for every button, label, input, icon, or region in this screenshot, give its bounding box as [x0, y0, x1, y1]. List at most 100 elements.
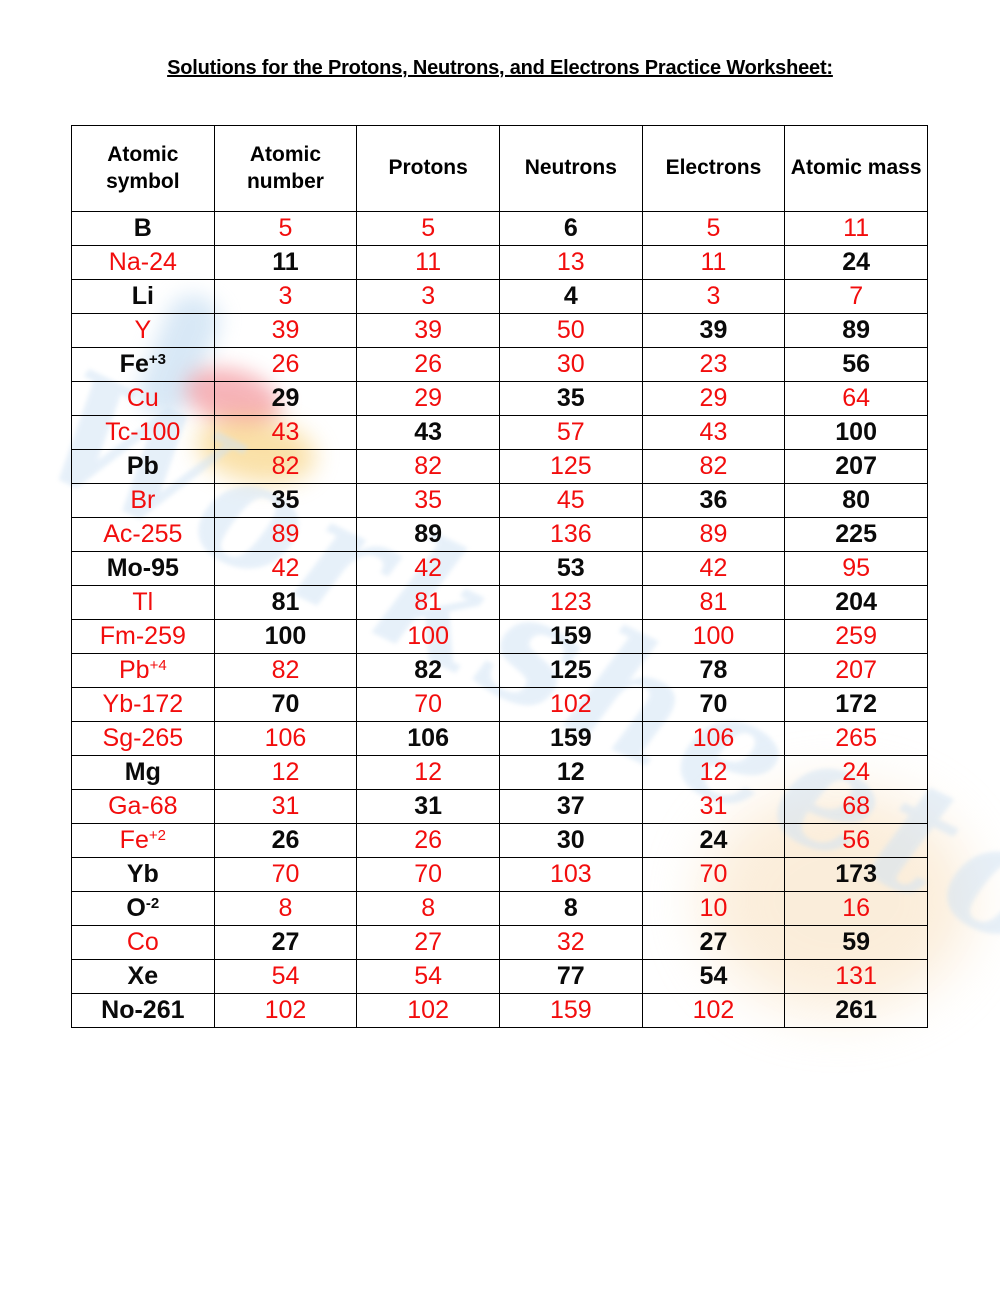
cell-atomic-mass: 173	[784, 857, 928, 892]
table-row: Xe 54 54 77 54 131	[71, 959, 928, 994]
cell-atomic-symbol: Cu	[71, 381, 215, 416]
table-row: Ac-255 89 89 136 89 225	[71, 517, 928, 552]
cell-atomic-mass: 100	[784, 415, 928, 450]
cell-protons: 35	[356, 483, 500, 518]
cell-atomic-number: 27	[213, 925, 358, 960]
cell-neutrons: 125	[498, 653, 643, 688]
cell-protons: 29	[356, 381, 500, 416]
cell-electrons: 36	[641, 483, 786, 518]
cell-atomic-number: 35	[213, 483, 358, 518]
cell-protons: 39	[356, 313, 500, 348]
table-row: Cu 29 29 35 29 64	[71, 381, 928, 416]
cell-protons: 106	[356, 721, 500, 756]
cell-atomic-number: 82	[213, 653, 358, 688]
cell-atomic-symbol: Li	[71, 279, 215, 314]
cell-atomic-symbol: Y	[71, 313, 215, 348]
table-row: Co 27 27 32 27 59	[71, 925, 928, 960]
cell-atomic-symbol: Co	[71, 925, 215, 960]
cell-electrons: 54	[641, 959, 786, 994]
cell-neutrons: 103	[498, 857, 643, 892]
cell-neutrons: 123	[498, 585, 643, 620]
cell-neutrons: 30	[498, 347, 643, 382]
cell-neutrons: 35	[498, 381, 643, 416]
cell-protons: 89	[356, 517, 500, 552]
cell-atomic-mass: 56	[784, 823, 928, 858]
cell-atomic-symbol: Ac-255	[71, 517, 215, 552]
cell-neutrons: 136	[498, 517, 643, 552]
cell-atomic-mass: 11	[784, 211, 928, 246]
cell-electrons: 31	[641, 789, 786, 824]
cell-atomic-number: 39	[213, 313, 358, 348]
table-row: Sg-265 106 106 159 106 265	[71, 721, 928, 756]
cell-atomic-symbol: Fe+2	[71, 823, 215, 858]
cell-neutrons: 77	[498, 959, 643, 994]
cell-electrons: 100	[641, 619, 786, 654]
cell-atomic-symbol: Xe	[71, 959, 215, 994]
cell-atomic-number: 70	[213, 687, 358, 722]
cell-atomic-symbol: Fm-259	[71, 619, 215, 654]
cell-atomic-number: 89	[213, 517, 358, 552]
cell-electrons: 11	[641, 245, 786, 280]
cell-electrons: 102	[641, 993, 786, 1028]
cell-electrons: 78	[641, 653, 786, 688]
col-header-atomic-number: Atomic number	[213, 125, 358, 212]
cell-atomic-number: 54	[213, 959, 358, 994]
cell-neutrons: 12	[498, 755, 643, 790]
solutions-table: Atomic symbol Atomic number Protons Neut…	[71, 125, 928, 1028]
cell-electrons: 27	[641, 925, 786, 960]
cell-atomic-mass: 56	[784, 347, 928, 382]
col-header-atomic-symbol: Atomic symbol	[71, 125, 215, 212]
cell-protons: 82	[356, 449, 500, 484]
cell-protons: 3	[356, 279, 500, 314]
table-row: Mg 12 12 12 12 24	[71, 755, 928, 790]
cell-protons: 81	[356, 585, 500, 620]
cell-neutrons: 50	[498, 313, 643, 348]
cell-atomic-mass: 64	[784, 381, 928, 416]
cell-atomic-mass: 207	[784, 449, 928, 484]
table-row: Y 39 39 50 39 89	[71, 313, 928, 348]
cell-protons: 5	[356, 211, 500, 246]
cell-electrons: 24	[641, 823, 786, 858]
table-row: B 5 5 6 5 11	[71, 211, 928, 246]
cell-protons: 42	[356, 551, 500, 586]
cell-atomic-mass: 204	[784, 585, 928, 620]
cell-protons: 70	[356, 687, 500, 722]
cell-neutrons: 159	[498, 721, 643, 756]
cell-protons: 102	[356, 993, 500, 1028]
table-row: Fe+3 26 26 30 23 56	[71, 347, 928, 382]
col-header-electrons: Electrons	[641, 125, 786, 212]
cell-atomic-number: 5	[213, 211, 358, 246]
cell-atomic-mass: 59	[784, 925, 928, 960]
col-header-neutrons: Neutrons	[498, 125, 643, 212]
cell-neutrons: 102	[498, 687, 643, 722]
cell-electrons: 39	[641, 313, 786, 348]
cell-atomic-number: 3	[213, 279, 358, 314]
cell-neutrons: 57	[498, 415, 643, 450]
cell-atomic-number: 43	[213, 415, 358, 450]
cell-atomic-mass: 261	[784, 993, 928, 1028]
cell-atomic-mass: 207	[784, 653, 928, 688]
table-row: Na-24 11 11 13 11 24	[71, 245, 928, 280]
table-row: Li 3 3 4 3 7	[71, 279, 928, 314]
cell-atomic-mass: 24	[784, 755, 928, 790]
col-header-atomic-mass: Atomic mass	[784, 125, 928, 212]
cell-atomic-number: 12	[213, 755, 358, 790]
table-row: No-261 102 102 159 102 261	[71, 993, 928, 1028]
cell-atomic-mass: 95	[784, 551, 928, 586]
cell-protons: 31	[356, 789, 500, 824]
table-row: Yb-172 70 70 102 70 172	[71, 687, 928, 722]
table-row: O-2 8 8 8 10 16	[71, 891, 928, 926]
cell-atomic-number: 70	[213, 857, 358, 892]
cell-atomic-number: 42	[213, 551, 358, 586]
table-row: Yb 70 70 103 70 173	[71, 857, 928, 892]
cell-electrons: 12	[641, 755, 786, 790]
cell-protons: 27	[356, 925, 500, 960]
cell-protons: 82	[356, 653, 500, 688]
cell-neutrons: 53	[498, 551, 643, 586]
page-title: Solutions for the Protons, Neutrons, and…	[167, 57, 833, 79]
cell-atomic-mass: 89	[784, 313, 928, 348]
cell-atomic-symbol: Sg-265	[71, 721, 215, 756]
cell-electrons: 89	[641, 517, 786, 552]
cell-atomic-symbol: No-261	[71, 993, 215, 1028]
cell-atomic-symbol: Pb	[71, 449, 215, 484]
